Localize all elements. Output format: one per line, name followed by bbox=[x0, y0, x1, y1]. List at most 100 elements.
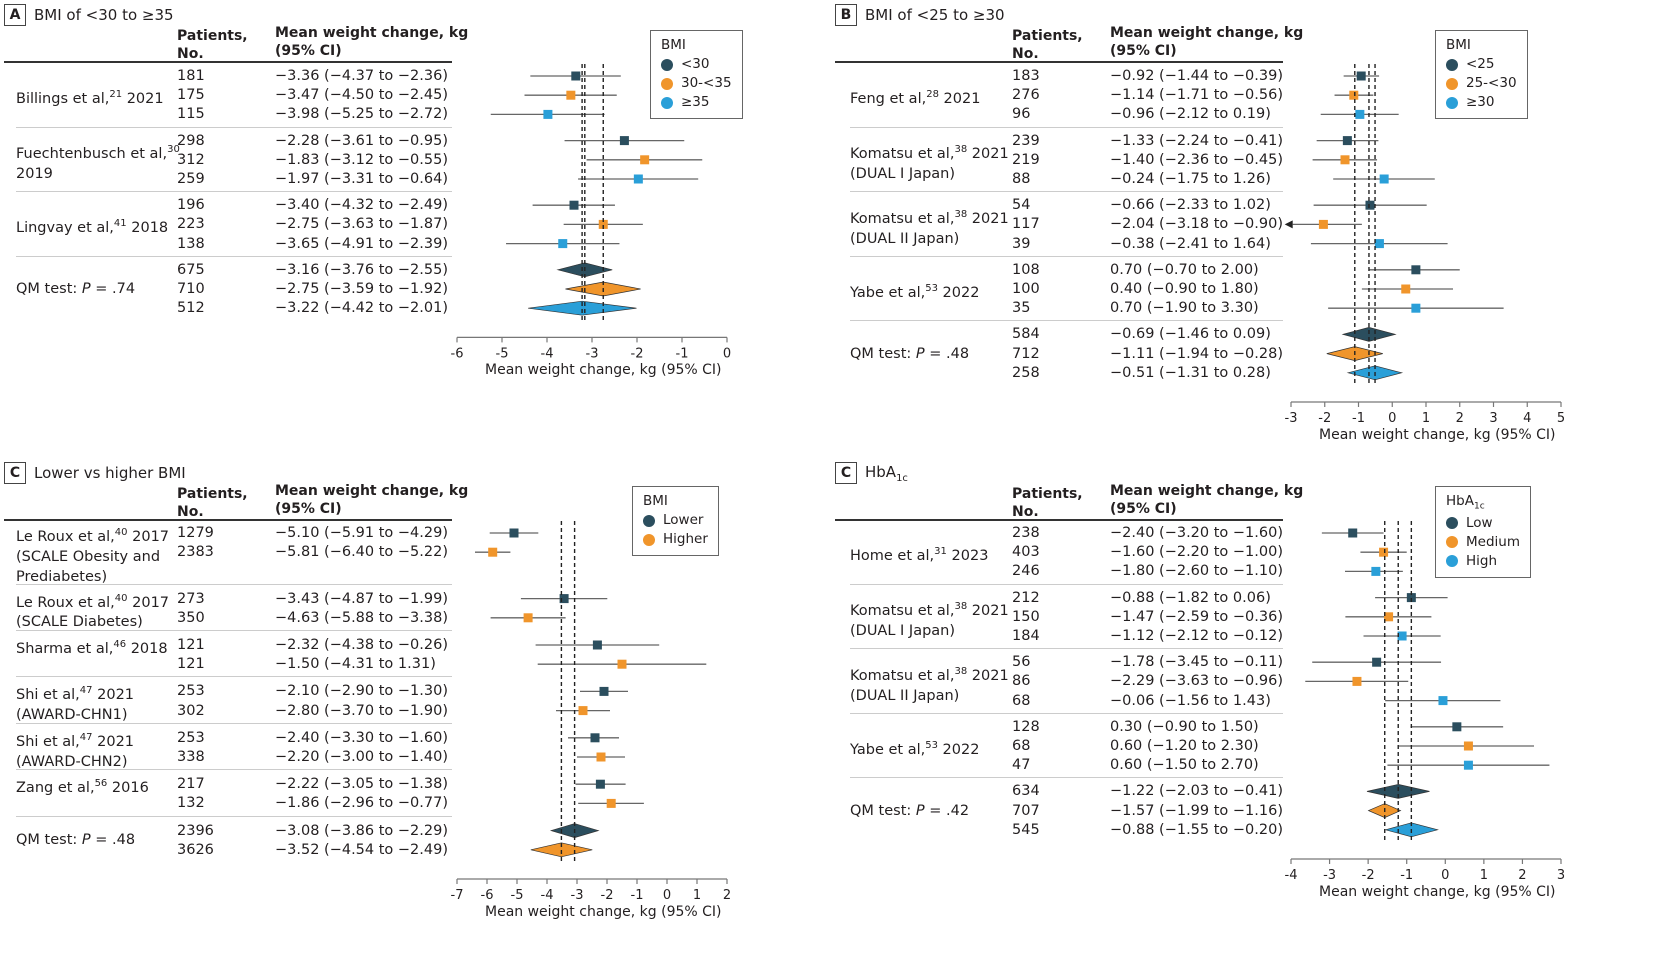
mean-change-ci: −2.22 (−3.05 to −1.38) bbox=[275, 776, 449, 793]
point-estimate-marker bbox=[595, 779, 605, 789]
mean-change-ci: −3.16 (−3.76 to −2.55) bbox=[275, 261, 449, 278]
header-patients-line2: No. bbox=[1012, 46, 1039, 62]
study-label: Le Roux et al,40 2017 (SCALE Obesity and … bbox=[16, 523, 169, 587]
forest-panel-c-2: C Lower vs higher BMI Patients, No. Mean wei… bbox=[0, 458, 830, 920]
header-mean-line1: Mean weight change, kg bbox=[1110, 25, 1304, 41]
study-ref: 30 bbox=[167, 144, 180, 156]
mean-change-ci: −1.60 (−2.20 to −1.00) bbox=[1110, 544, 1284, 561]
mean-change-ci: −2.20 (−3.00 to −1.40) bbox=[275, 749, 449, 765]
block-separator bbox=[16, 769, 452, 771]
x-axis-label: Mean weight change, kg (95% CI) bbox=[1319, 884, 1556, 900]
mean-change-ci: −4.63 (−5.88 to −3.38) bbox=[275, 609, 449, 626]
mean-change-ci: −1.14 (−1.71 to −0.56) bbox=[1110, 87, 1284, 104]
patients-count: 710 bbox=[177, 281, 205, 297]
patients-count: 259 bbox=[177, 171, 205, 187]
patients-count: 246 bbox=[1012, 563, 1040, 580]
mean-change-ci: −1.97 (−3.31 to −0.64) bbox=[275, 171, 449, 187]
x-tick-label: -3 bbox=[586, 346, 599, 361]
legend-title: BMI bbox=[661, 37, 732, 53]
legend-marker-icon bbox=[1446, 96, 1458, 109]
block-separator bbox=[16, 191, 452, 193]
block-separator bbox=[16, 630, 452, 631]
panel-letter-box: C bbox=[4, 462, 26, 484]
mean-change-ci: 0.60 (−1.50 to 2.70) bbox=[1110, 757, 1259, 774]
point-estimate-marker bbox=[1463, 741, 1473, 751]
point-estimate-marker bbox=[1340, 155, 1350, 165]
legend-title-text: HbA bbox=[1446, 493, 1474, 509]
study-detail: 2019 bbox=[16, 166, 53, 183]
patients-count: 115 bbox=[177, 106, 205, 123]
study-author: Komatsu et al, bbox=[850, 603, 955, 620]
study-author: Feng et al, bbox=[850, 91, 927, 108]
study-label: Komatsu et al,38 2021 (DUAL I Japan) bbox=[850, 140, 1009, 184]
patients-count: 138 bbox=[177, 235, 205, 252]
x-tick-label: -2 bbox=[1318, 411, 1331, 426]
legend-item-label: Lower bbox=[663, 512, 704, 528]
point-estimate-marker bbox=[1379, 547, 1389, 557]
mean-change-ci: −0.69 (−1.46 to 0.09) bbox=[1110, 326, 1271, 343]
mean-change-ci: −5.81 (−6.40 to −5.22) bbox=[275, 544, 449, 561]
patients-count: 238 bbox=[1012, 525, 1040, 541]
x-tick-label: -5 bbox=[511, 888, 524, 903]
patients-count: 96 bbox=[1012, 106, 1031, 123]
patients-count: 258 bbox=[1012, 364, 1040, 381]
mean-change-ci: −3.36 (−4.37 to −2.36) bbox=[275, 68, 449, 84]
legend-item-label: Higher bbox=[663, 531, 708, 547]
mean-change-ci: −3.43 (−4.87 to −1.99) bbox=[275, 590, 449, 607]
mean-change-ci: −1.78 (−3.45 to −0.11) bbox=[1110, 654, 1284, 671]
patients-count: 183 bbox=[1012, 68, 1040, 84]
x-tick-label: 1 bbox=[1422, 411, 1430, 426]
qm-prefix: QM test: bbox=[16, 832, 82, 849]
mean-change-ci: −3.40 (−4.32 to −2.49) bbox=[275, 197, 449, 214]
legend: BMI Lower Higher bbox=[632, 486, 719, 556]
point-estimate-marker bbox=[523, 613, 533, 623]
legend-item: <25 bbox=[1446, 55, 1517, 74]
study-label: Yabe et al,53 2022 bbox=[850, 736, 979, 760]
patients-count: 88 bbox=[1012, 171, 1031, 187]
point-estimate-marker bbox=[606, 798, 616, 808]
point-estimate-marker bbox=[1372, 657, 1382, 667]
legend-title: BMI bbox=[1446, 37, 1517, 53]
x-tick-label: 2 bbox=[723, 888, 731, 903]
point-estimate-marker bbox=[1342, 136, 1352, 146]
point-estimate-marker bbox=[1356, 71, 1366, 81]
mean-change-ci: −0.66 (−2.33 to 1.02) bbox=[1110, 197, 1271, 214]
point-estimate-marker bbox=[1352, 676, 1362, 686]
point-estimate-marker bbox=[1348, 528, 1358, 538]
study-label: Fuechtenbusch et al,30 2019 bbox=[16, 140, 180, 184]
legend-item-label: ≥30 bbox=[1466, 94, 1495, 110]
study-year: 2021 bbox=[122, 91, 164, 108]
legend-item: Medium bbox=[1446, 533, 1520, 552]
mean-change-ci: −1.22 (−2.03 to −0.41) bbox=[1110, 783, 1284, 800]
point-estimate-marker bbox=[599, 686, 609, 696]
study-label: Lingvay et al,41 2018 bbox=[16, 214, 168, 238]
study-year: 2017 bbox=[127, 528, 170, 545]
panel-title: BMI of <30 to ≥35 bbox=[34, 6, 174, 24]
header-mean-line1: Mean weight change, kg bbox=[275, 25, 469, 41]
mean-change-ci: −2.29 (−3.63 to −0.96) bbox=[1110, 673, 1284, 690]
legend-title: BMI bbox=[643, 493, 708, 509]
patients-count: 239 bbox=[1012, 132, 1040, 149]
patients-count: 545 bbox=[1012, 821, 1040, 838]
mean-change-ci: −3.65 (−4.91 to −2.39) bbox=[275, 235, 449, 252]
study-detail: (DUAL II Japan) bbox=[850, 230, 960, 247]
panel-letter-box: C bbox=[835, 462, 857, 484]
legend-item-label: 25-<30 bbox=[1466, 75, 1517, 91]
point-estimate-marker bbox=[509, 528, 519, 538]
qm-p: P bbox=[81, 281, 91, 297]
point-estimate-marker bbox=[1365, 200, 1375, 210]
patients-count: 403 bbox=[1012, 544, 1040, 561]
x-tick-label: 3 bbox=[1489, 411, 1497, 426]
mean-change-ci: −5.10 (−5.91 to −4.29) bbox=[275, 525, 449, 541]
point-estimate-marker bbox=[1401, 284, 1411, 294]
study-year: 2021 bbox=[967, 146, 1009, 163]
point-estimate-marker bbox=[619, 136, 629, 146]
header-patients-line2: No. bbox=[177, 504, 204, 520]
x-tick-label: -2 bbox=[601, 888, 614, 903]
summary-diamond bbox=[528, 300, 637, 316]
forest-plot-area: -3 -2 -1 0 1 2 3 4 5 bbox=[1285, 64, 1565, 426]
legend: HbA1c Low Medium High bbox=[1435, 486, 1531, 578]
study-ref: 21 bbox=[109, 89, 123, 101]
legend-marker-icon bbox=[661, 96, 673, 109]
legend-marker-icon bbox=[643, 533, 655, 546]
